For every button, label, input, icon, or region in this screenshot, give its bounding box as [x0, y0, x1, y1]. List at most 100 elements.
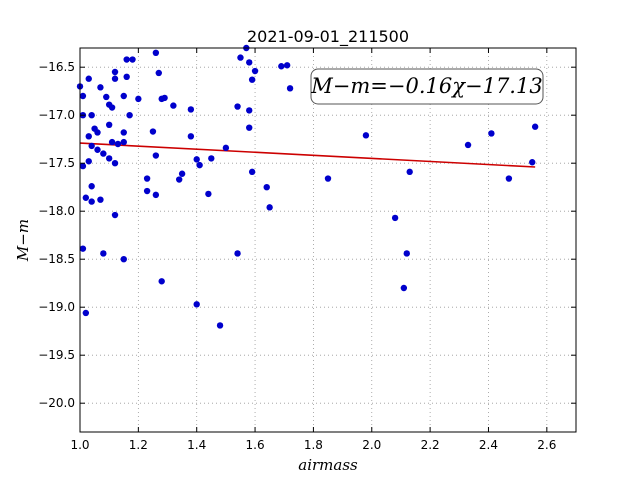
- y-axis-label: M−m: [14, 219, 32, 262]
- y-tick-label: −18.5: [38, 252, 75, 266]
- y-tick-label: −19.0: [38, 300, 75, 314]
- data-point: [237, 54, 244, 61]
- annotation-box: [310, 68, 544, 105]
- data-point: [488, 130, 495, 137]
- data-point: [248, 168, 256, 176]
- data-point: [391, 214, 399, 222]
- x-axis-ticks: 1.0 1.2 1.4 1.6 1.8 2.0 2.2 2.4 2.6: [70, 48, 556, 452]
- data-point: [123, 73, 130, 81]
- data-point: [187, 106, 195, 113]
- x-tick-label: 1.2: [129, 438, 148, 452]
- y-tick-label: −20.0: [38, 396, 75, 410]
- chart-title: 2021-09-01_211500: [247, 27, 409, 47]
- data-point: [97, 84, 104, 91]
- data-point: [170, 102, 177, 109]
- data-point: [111, 160, 119, 167]
- data-point: [286, 85, 294, 92]
- data-point: [94, 146, 101, 153]
- data-point: [105, 155, 113, 162]
- data-point: [152, 49, 160, 56]
- data-point: [126, 112, 133, 119]
- annotation-text: M−m=−0.16χ−17.13: [310, 74, 542, 98]
- grid-lines: [79, 48, 576, 432]
- data-point: [123, 56, 130, 63]
- data-point: [152, 191, 160, 199]
- data-point: [94, 129, 101, 136]
- data-point: [266, 204, 273, 211]
- data-point: [88, 142, 95, 150]
- x-tick-label: 2.4: [479, 438, 498, 452]
- y-tick-label: −18.0: [38, 204, 75, 218]
- data-point: [143, 187, 151, 195]
- data-point: [103, 93, 110, 101]
- fit-annotation: M−m=−0.16χ−17.13: [310, 68, 544, 105]
- data-point: [120, 92, 127, 100]
- data-point: [79, 92, 87, 100]
- data-point: [362, 132, 370, 139]
- y-tick-label: −16.5: [38, 60, 75, 74]
- data-point: [108, 104, 116, 111]
- data-point: [234, 250, 241, 257]
- data-point: [120, 129, 127, 136]
- data-point: [114, 140, 122, 148]
- data-point: [149, 128, 157, 135]
- data-point: [406, 168, 413, 176]
- data-point: [196, 161, 203, 169]
- data-point: [464, 141, 472, 149]
- x-tick-label: 1.0: [70, 438, 89, 452]
- data-point: [400, 284, 408, 292]
- data-point: [208, 155, 215, 162]
- data-point: [187, 133, 195, 140]
- data-point: [85, 158, 92, 165]
- data-point: [143, 175, 151, 182]
- data-point: [158, 278, 165, 285]
- x-tick-label: 2.6: [537, 438, 556, 452]
- fit-layer: [79, 142, 536, 168]
- data-point: [88, 112, 95, 119]
- data-point: [88, 198, 95, 205]
- y-tick-label: −17.0: [38, 108, 75, 122]
- x-tick-label: 2.0: [362, 438, 381, 452]
- data-point: [263, 184, 270, 191]
- fit-line: [79, 142, 536, 168]
- data-point: [108, 138, 116, 146]
- data-point: [105, 121, 113, 128]
- data-point: [82, 194, 90, 201]
- data-point: [234, 103, 241, 110]
- data-point: [111, 75, 119, 82]
- data-point: [120, 256, 127, 263]
- data-point: [79, 245, 87, 252]
- y-axis-ticks: −16.5 −17.0 −17.5 −18.0 −18.5 −19.0 −19.5 −20.0: [38, 60, 576, 410]
- x-tick-label: 1.8: [304, 438, 323, 452]
- y-tick-label: −19.5: [38, 348, 75, 362]
- data-point: [246, 59, 253, 66]
- x-tick-label: 1.4: [187, 438, 206, 452]
- data-point: [205, 190, 212, 198]
- x-tick-label: 2.2: [421, 438, 440, 452]
- data-point: [111, 68, 119, 76]
- data-point: [135, 95, 142, 103]
- points-layer: [76, 44, 539, 329]
- data-point: [100, 250, 107, 257]
- data-point: [178, 170, 186, 177]
- data-point: [193, 156, 200, 163]
- data-point: [222, 144, 230, 152]
- data-point: [100, 150, 107, 157]
- data-point: [85, 75, 92, 82]
- data-point: [85, 133, 92, 140]
- data-point: [403, 250, 410, 257]
- data-point: [129, 56, 136, 63]
- data-point: [88, 183, 95, 190]
- data-point: [505, 175, 513, 182]
- data-point: [161, 94, 168, 102]
- data-point: [246, 107, 253, 114]
- data-point: [120, 138, 127, 146]
- x-tick-label: 1.6: [246, 438, 265, 452]
- data-point: [531, 123, 539, 130]
- data-point: [155, 69, 162, 77]
- data-point: [248, 76, 256, 83]
- data-point: [283, 62, 291, 69]
- data-point: [251, 67, 259, 75]
- data-point: [193, 301, 200, 308]
